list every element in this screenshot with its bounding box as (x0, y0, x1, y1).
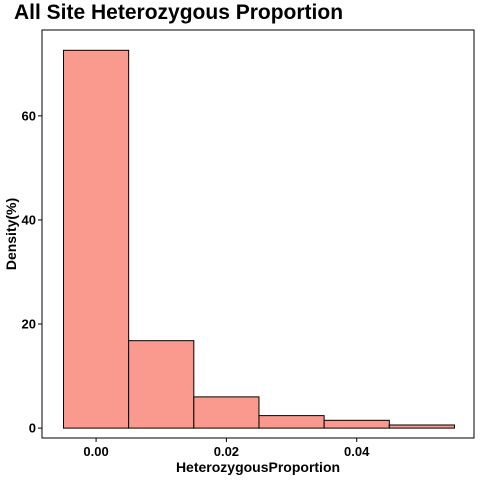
x-axis-title: HeterozygousProportion (176, 459, 340, 475)
histogram-bar-4 (258, 415, 325, 429)
y-axis-title: Density(%) (3, 198, 19, 270)
bars-group (63, 49, 455, 429)
y-tick-label-4: 60 (22, 108, 36, 123)
y-tick-label-3: 40 (22, 212, 36, 227)
chart-title: All Site Heterozygous Proportion (14, 1, 343, 24)
x-tick-label-3: 0.04 (344, 444, 370, 459)
x-axis: 0.00 0.02 0.04 (83, 438, 370, 459)
y-tick-label-1: 0 (29, 421, 36, 436)
y-tick-label-2: 20 (22, 317, 36, 332)
x-tick-label-1: 0.00 (83, 444, 108, 459)
histogram-bar-1 (63, 49, 130, 429)
y-axis: 0 20 40 60 (22, 108, 42, 436)
histogram-bar-5 (323, 419, 390, 429)
histogram-bar-2 (128, 340, 195, 429)
x-tick-label-2: 0.02 (214, 444, 239, 459)
histogram-bar-3 (193, 396, 260, 429)
histogram-bar-6 (388, 424, 455, 429)
